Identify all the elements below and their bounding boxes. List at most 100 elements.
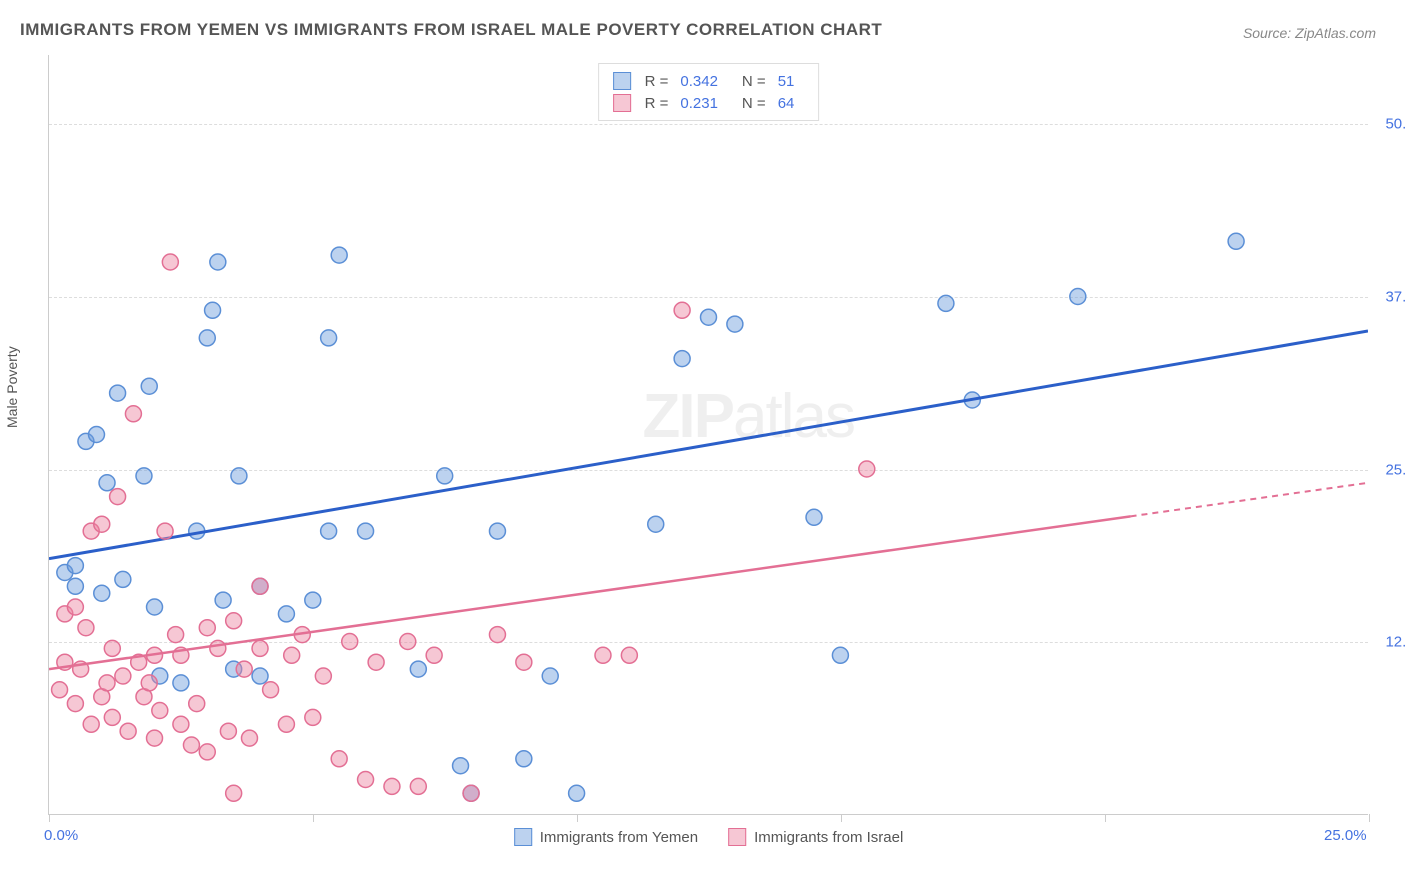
scatter-point xyxy=(321,523,337,539)
scatter-point xyxy=(315,668,331,684)
scatter-point xyxy=(1228,233,1244,249)
legend-bottom: Immigrants from Yemen Immigrants from Is… xyxy=(514,828,904,846)
scatter-svg xyxy=(49,55,1368,814)
ytick-label: 37.5% xyxy=(1385,288,1406,305)
r-value-yemen: 0.342 xyxy=(680,73,718,90)
xtick-label: 0.0% xyxy=(44,827,78,844)
scatter-point xyxy=(199,744,215,760)
scatter-point xyxy=(136,468,152,484)
scatter-point xyxy=(220,723,236,739)
scatter-point xyxy=(516,751,532,767)
scatter-point xyxy=(115,668,131,684)
scatter-point xyxy=(263,682,279,698)
scatter-point xyxy=(94,585,110,601)
scatter-point xyxy=(410,661,426,677)
r-label: R = xyxy=(645,95,669,112)
n-label: N = xyxy=(742,95,766,112)
r-label: R = xyxy=(645,73,669,90)
regression-line-dashed xyxy=(1131,483,1368,517)
scatter-point xyxy=(141,675,157,691)
scatter-point xyxy=(832,647,848,663)
scatter-point xyxy=(331,247,347,263)
scatter-point xyxy=(125,406,141,422)
scatter-point xyxy=(410,778,426,794)
legend-stats-row-israel: R = 0.231 N = 64 xyxy=(613,92,805,114)
scatter-point xyxy=(358,523,374,539)
ytick-label: 12.5% xyxy=(1385,634,1406,651)
scatter-point xyxy=(806,509,822,525)
n-label: N = xyxy=(742,73,766,90)
scatter-point xyxy=(199,330,215,346)
scatter-point xyxy=(83,716,99,732)
scatter-point xyxy=(368,654,384,670)
scatter-point xyxy=(67,558,83,574)
swatch-yemen xyxy=(514,828,532,846)
scatter-point xyxy=(674,351,690,367)
scatter-point xyxy=(278,716,294,732)
regression-line xyxy=(49,516,1131,669)
scatter-point xyxy=(152,703,168,719)
scatter-point xyxy=(595,647,611,663)
scatter-point xyxy=(162,254,178,270)
swatch-israel xyxy=(728,828,746,846)
scatter-point xyxy=(67,696,83,712)
scatter-point xyxy=(621,647,637,663)
legend-item-yemen: Immigrants from Yemen xyxy=(514,828,698,846)
scatter-point xyxy=(426,647,442,663)
n-value-yemen: 51 xyxy=(778,73,795,90)
scatter-point xyxy=(199,620,215,636)
scatter-point xyxy=(1070,289,1086,305)
scatter-point xyxy=(78,620,94,636)
scatter-point xyxy=(674,302,690,318)
scatter-point xyxy=(99,675,115,691)
scatter-point xyxy=(205,302,221,318)
legend-item-israel: Immigrants from Israel xyxy=(728,828,903,846)
scatter-point xyxy=(99,475,115,491)
y-axis-label: Male Poverty xyxy=(4,346,20,428)
chart-title: IMMIGRANTS FROM YEMEN VS IMMIGRANTS FROM… xyxy=(20,20,882,40)
scatter-point xyxy=(252,640,268,656)
scatter-point xyxy=(157,523,173,539)
scatter-point xyxy=(252,578,268,594)
scatter-point xyxy=(453,758,469,774)
xtick-label: 25.0% xyxy=(1324,827,1367,844)
scatter-point xyxy=(305,709,321,725)
scatter-point xyxy=(489,627,505,643)
scatter-point xyxy=(463,785,479,801)
xtick xyxy=(1369,814,1370,822)
scatter-point xyxy=(241,730,257,746)
scatter-point xyxy=(88,427,104,443)
scatter-point xyxy=(437,468,453,484)
chart-plot-area: ZIPatlas R = 0.342 N = 51 R = 0.231 N = … xyxy=(48,55,1368,815)
xtick xyxy=(577,814,578,822)
scatter-point xyxy=(236,661,252,677)
scatter-point xyxy=(342,634,358,650)
scatter-point xyxy=(542,668,558,684)
scatter-point xyxy=(120,723,136,739)
scatter-point xyxy=(321,330,337,346)
legend-stats-row-yemen: R = 0.342 N = 51 xyxy=(613,70,805,92)
n-value-israel: 64 xyxy=(778,95,795,112)
scatter-point xyxy=(648,516,664,532)
xtick xyxy=(313,814,314,822)
ytick-label: 25.0% xyxy=(1385,461,1406,478)
scatter-point xyxy=(569,785,585,801)
scatter-point xyxy=(278,606,294,622)
legend-label-yemen: Immigrants from Yemen xyxy=(540,829,698,846)
ytick-label: 50.0% xyxy=(1385,116,1406,133)
scatter-point xyxy=(358,772,374,788)
scatter-point xyxy=(231,468,247,484)
scatter-point xyxy=(183,737,199,753)
scatter-point xyxy=(215,592,231,608)
legend-label-israel: Immigrants from Israel xyxy=(754,829,903,846)
scatter-point xyxy=(115,571,131,587)
scatter-point xyxy=(210,640,226,656)
scatter-point xyxy=(110,385,126,401)
scatter-point xyxy=(110,489,126,505)
swatch-yemen xyxy=(613,72,631,90)
scatter-point xyxy=(226,613,242,629)
scatter-point xyxy=(173,716,189,732)
scatter-point xyxy=(331,751,347,767)
scatter-point xyxy=(147,599,163,615)
scatter-point xyxy=(701,309,717,325)
